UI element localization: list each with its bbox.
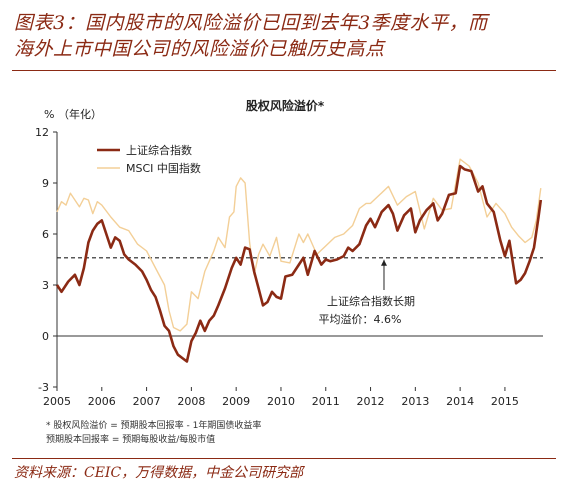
x-tick-label: 2015 bbox=[491, 395, 519, 408]
legend-label: MSCI 中国指数 bbox=[126, 161, 201, 175]
x-tick-label: 2008 bbox=[177, 395, 205, 408]
annotation-line-2: 平均溢价：4.6% bbox=[319, 312, 402, 326]
legend-label: 上证综合指数 bbox=[126, 143, 192, 157]
source-rule bbox=[12, 458, 556, 459]
y-axis-label: % （年化） bbox=[44, 107, 102, 121]
x-tick-label: 2014 bbox=[446, 395, 474, 408]
title-rule bbox=[12, 70, 556, 71]
x-tick-label: 2005 bbox=[43, 395, 71, 408]
x-tick-label: 2011 bbox=[312, 395, 340, 408]
series-line-shanghai bbox=[55, 164, 543, 363]
y-tick-label: 3 bbox=[42, 279, 49, 292]
figure-title: 图表3：国内股市的风险溢价已回到去年3季度水平，而 海外上市中国公司的风险溢价已… bbox=[14, 10, 559, 62]
x-tick-label: 2009 bbox=[222, 395, 250, 408]
chart-title: 股权风险溢价* bbox=[246, 98, 325, 113]
series-line-msci bbox=[56, 158, 542, 332]
x-tick-label: 2012 bbox=[357, 395, 385, 408]
y-tick-label: -3 bbox=[38, 381, 49, 394]
y-tick-label: 6 bbox=[42, 228, 49, 241]
x-tick-label: 2013 bbox=[401, 395, 429, 408]
x-tick-label: 2006 bbox=[88, 395, 116, 408]
annotation-line-1: 上证综合指数长期 bbox=[327, 294, 415, 308]
legend: 上证综合指数 MSCI 中国指数 bbox=[97, 143, 201, 175]
figure-title-line-2: 海外上市中国公司的风险溢价已触历史高点 bbox=[14, 38, 385, 60]
y-tick-label: 0 bbox=[42, 330, 49, 343]
x-tick-label: 2007 bbox=[133, 395, 161, 408]
annotation-arrow-head bbox=[380, 259, 387, 266]
y-tick-label: 12 bbox=[35, 126, 49, 139]
source-text: 资料来源：CEIC，万得数据，中金公司研究部 bbox=[14, 465, 304, 481]
y-tick-label: 9 bbox=[42, 177, 49, 190]
x-tick-label: 2010 bbox=[267, 395, 295, 408]
figure-title-line-1: 图表3：国内股市的风险溢价已回到去年3季度水平，而 bbox=[14, 12, 488, 34]
note-line-1: * 股权风险溢价 = 预期股本回报率 - 1年期国债收益率 bbox=[46, 421, 262, 431]
note-line-2: 预期股本回报率 = 预期每股收益/每股市值 bbox=[46, 435, 216, 445]
